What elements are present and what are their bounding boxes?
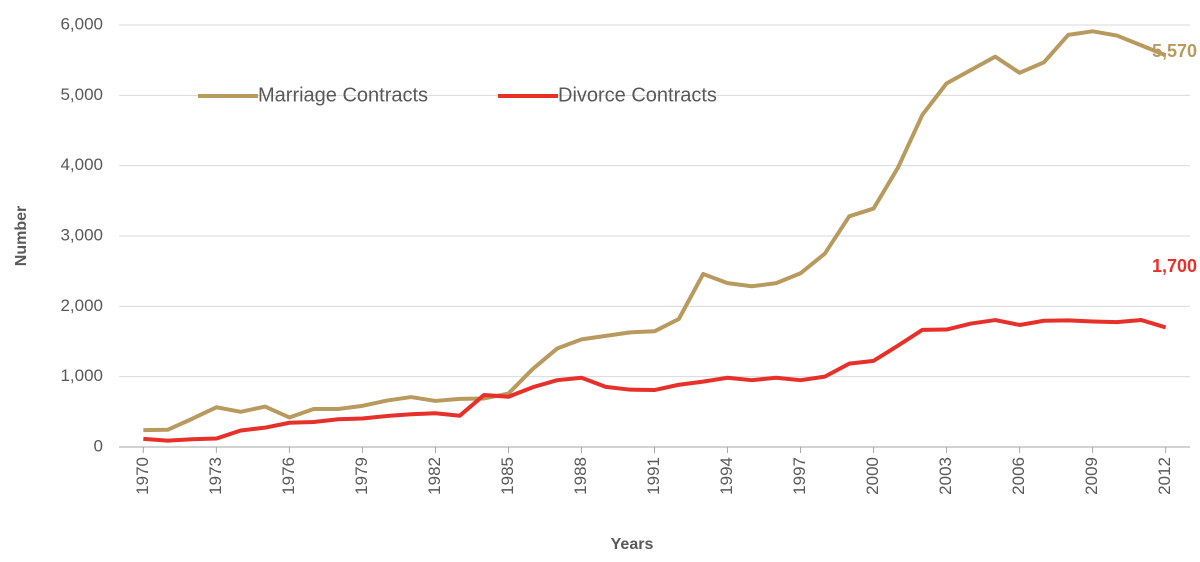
data-line [143, 318, 1167, 443]
data-label: 1,700 [1152, 256, 1197, 276]
x-tick-label: 2000 [863, 457, 882, 495]
data-label: 5,570 [1152, 41, 1197, 61]
x-tick-label: 1994 [717, 457, 736, 495]
y-tick-label: 6,000 [60, 14, 103, 33]
y-tick-label: 5,000 [60, 85, 103, 104]
legend-label: Divorce Contracts [558, 84, 717, 106]
data-line [143, 29, 1167, 433]
y-tick-label: 2,000 [60, 296, 103, 315]
y-tick-label: 4,000 [60, 155, 103, 174]
x-tick-label: 1970 [133, 457, 152, 495]
x-tick-label: 1979 [352, 457, 371, 495]
x-tick-label: 1997 [790, 457, 809, 495]
x-tick-label: 1982 [425, 457, 444, 495]
x-tick-label: 2012 [1155, 457, 1174, 495]
y-axis-label: Number [13, 206, 30, 266]
y-tick-label: 1,000 [60, 366, 103, 385]
x-tick-label: 2009 [1082, 457, 1101, 495]
x-tick-label: 2006 [1009, 457, 1028, 495]
x-tick-label: 1973 [206, 457, 225, 495]
y-tick-label: 3,000 [60, 225, 103, 244]
x-axis-label: Years [611, 536, 654, 553]
x-tick-label: 2003 [936, 457, 955, 495]
x-tick-label: 1991 [644, 457, 663, 495]
y-tick-label: 0 [94, 436, 103, 455]
x-tick-label: 1985 [498, 457, 517, 495]
x-tick-label: 1976 [279, 457, 298, 495]
x-tick-label: 1988 [571, 457, 590, 495]
legend-label: Marriage Contracts [258, 84, 428, 106]
